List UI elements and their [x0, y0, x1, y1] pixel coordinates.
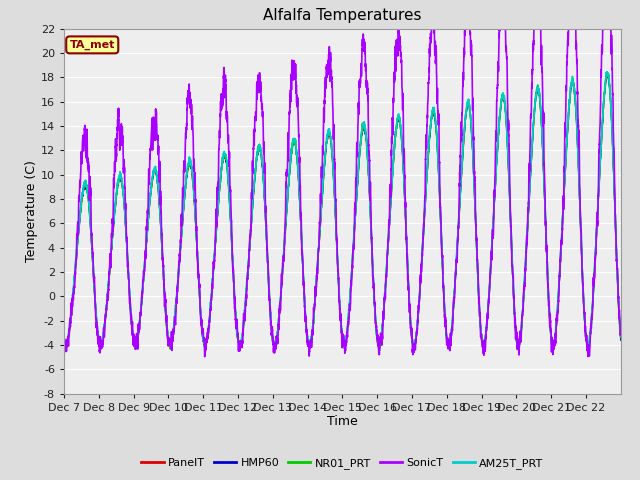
Y-axis label: Temperature (C): Temperature (C)	[25, 160, 38, 262]
Text: TA_met: TA_met	[70, 40, 115, 50]
Title: Alfalfa Temperatures: Alfalfa Temperatures	[263, 9, 422, 24]
Legend: PanelT, HMP60, NR01_PRT, SonicT, AM25T_PRT: PanelT, HMP60, NR01_PRT, SonicT, AM25T_P…	[137, 454, 548, 474]
X-axis label: Time: Time	[327, 415, 358, 429]
